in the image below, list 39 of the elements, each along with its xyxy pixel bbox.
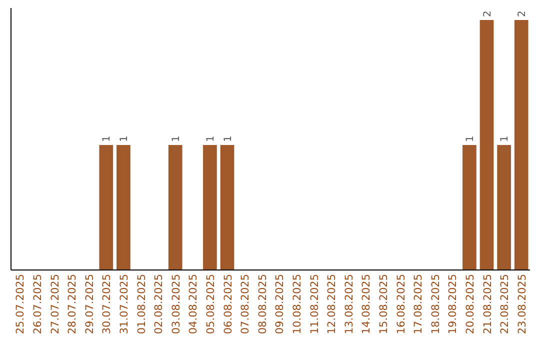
x-tick-label: 02.08.2025 [153, 274, 166, 334]
x-tick-label: 15.08.2025 [378, 274, 390, 334]
data-label: 1 [205, 136, 216, 142]
x-tick-label: 25.07.2025 [14, 274, 27, 334]
data-label: 2 [482, 10, 494, 17]
x-tick-label: 13.08.2025 [343, 274, 356, 334]
data-label: 1 [102, 136, 113, 142]
x-tick-label: 06.08.2025 [222, 274, 234, 334]
x-tick-label: 11.08.2025 [308, 274, 321, 334]
data-label: 1 [170, 136, 182, 142]
x-tick-label: 27.07.2025 [49, 274, 62, 334]
x-tick-label: 20.08.2025 [464, 274, 476, 334]
x-tick-label: 08.08.2025 [256, 274, 269, 334]
x-tick-label: 01.08.2025 [136, 274, 148, 334]
x-tick-label: 05.08.2025 [204, 274, 217, 334]
x-tick-label: 16.08.2025 [395, 274, 408, 334]
x-tick-label: 31.07.2025 [118, 274, 130, 334]
data-label: 1 [118, 136, 130, 142]
x-tick-label: 03.08.2025 [170, 274, 182, 334]
data-label: 1 [500, 136, 511, 142]
data-label: 2 [516, 10, 528, 17]
x-tick-label: 22.08.2025 [499, 274, 512, 334]
x-tick-label: 12.08.2025 [326, 274, 338, 334]
x-tick-label: 10.08.2025 [291, 274, 304, 334]
x-tick-label: 09.08.2025 [274, 274, 286, 334]
data-label: 1 [464, 136, 476, 142]
x-tick-label: 21.08.2025 [482, 274, 494, 334]
x-tick-label: 29.07.2025 [84, 274, 96, 334]
x-tick-label: 18.08.2025 [430, 274, 442, 334]
x-tick-label: 28.07.2025 [66, 274, 79, 334]
x-tick-label: 26.07.2025 [32, 274, 44, 334]
data-label: 1 [222, 136, 234, 142]
x-tick-label: 07.08.2025 [240, 274, 252, 334]
x-tick-label: 04.08.2025 [188, 274, 200, 334]
x-tick-label: 30.07.2025 [101, 274, 114, 334]
x-tick-label: 14.08.2025 [360, 274, 373, 334]
x-tick-label: 23.08.2025 [516, 274, 528, 334]
x-tick-label: 17.08.2025 [412, 274, 425, 334]
x-tick-label: 19.08.2025 [447, 274, 460, 334]
